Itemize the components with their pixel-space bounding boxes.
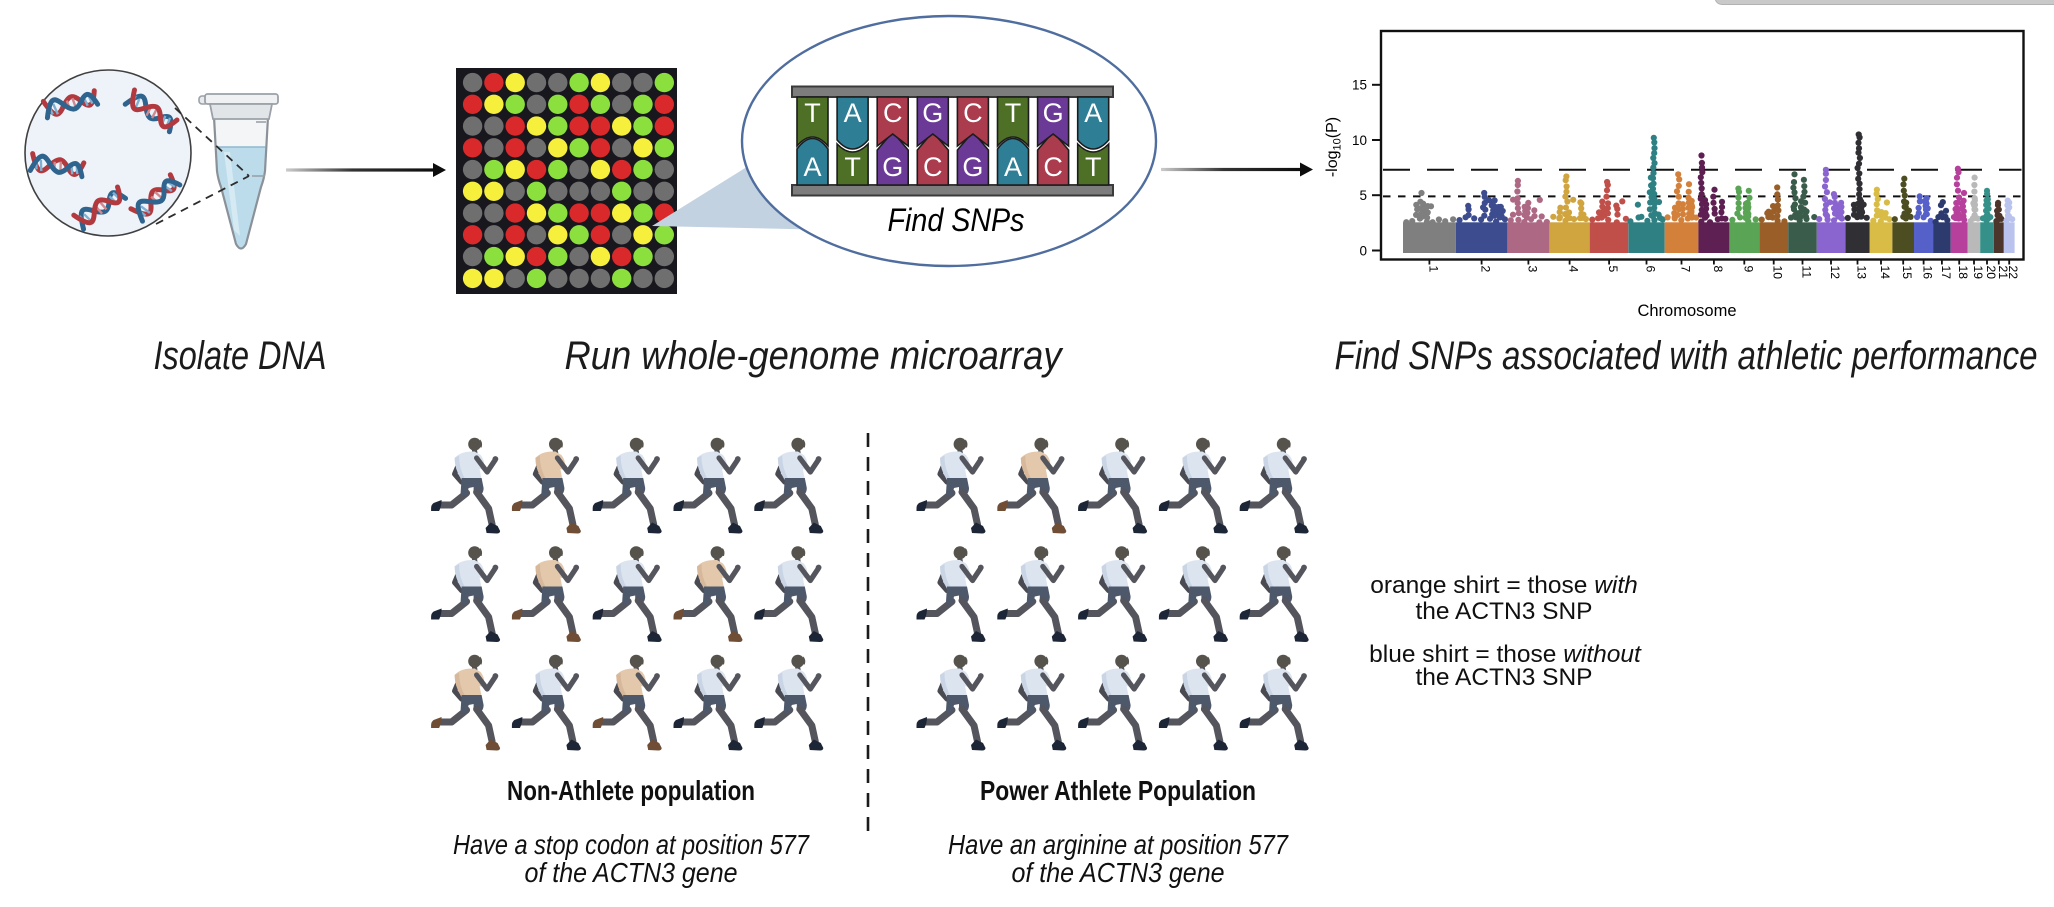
svg-text:A: A xyxy=(803,152,821,182)
svg-text:A: A xyxy=(1004,152,1022,182)
svg-text:T: T xyxy=(1005,98,1022,128)
svg-text:Chromosome: Chromosome xyxy=(1637,302,1736,320)
svg-text:Find SNPs: Find SNPs xyxy=(888,202,1025,238)
svg-text:3: 3 xyxy=(1525,266,1539,273)
svg-text:6: 6 xyxy=(1644,266,1658,273)
svg-text:Run whole-genome microarray: Run whole-genome microarray xyxy=(565,334,1065,378)
svg-text:the ACTN3 SNP: the ACTN3 SNP xyxy=(1415,664,1592,691)
svg-text:of the ACTN3 gene: of the ACTN3 gene xyxy=(1012,857,1225,888)
svg-text:16: 16 xyxy=(1921,266,1935,280)
svg-text:21: 21 xyxy=(1996,266,2010,280)
svg-text:C: C xyxy=(883,98,903,128)
svg-text:9: 9 xyxy=(1741,266,1755,273)
svg-text:1: 1 xyxy=(1426,266,1440,273)
svg-text:A: A xyxy=(844,98,862,128)
svg-text:Find SNPs associated with athl: Find SNPs associated with athletic perfo… xyxy=(1335,334,2038,378)
svg-text:Power Athlete Population: Power Athlete Population xyxy=(980,775,1256,806)
svg-text:7: 7 xyxy=(1679,266,1693,273)
svg-text:C: C xyxy=(1043,152,1063,182)
svg-text:Non-Athlete population: Non-Athlete population xyxy=(507,775,755,806)
svg-text:15: 15 xyxy=(1352,78,1367,93)
svg-text:the ACTN3 SNP: the ACTN3 SNP xyxy=(1415,598,1592,625)
svg-text:C: C xyxy=(923,152,943,182)
svg-text:4: 4 xyxy=(1567,266,1581,273)
svg-text:20: 20 xyxy=(1984,266,1998,280)
svg-text:5: 5 xyxy=(1606,266,1620,273)
svg-text:blue shirt = those without: blue shirt = those without xyxy=(1369,641,1642,668)
svg-text:10: 10 xyxy=(1771,266,1785,280)
svg-text:T: T xyxy=(844,152,861,182)
svg-text:T: T xyxy=(804,98,821,128)
svg-text:A: A xyxy=(1084,98,1102,128)
svg-text:18: 18 xyxy=(1956,266,1970,280)
svg-text:22: 22 xyxy=(2006,266,2020,280)
svg-text:17: 17 xyxy=(1939,266,1953,280)
svg-text:10: 10 xyxy=(1352,133,1367,148)
svg-text:G: G xyxy=(922,98,943,128)
svg-text:19: 19 xyxy=(1971,266,1985,280)
svg-text:-log10(P): -log10(P) xyxy=(1324,117,1344,177)
svg-text:2: 2 xyxy=(1479,266,1493,273)
svg-text:14: 14 xyxy=(1878,266,1892,280)
svg-text:Have a stop codon at position: Have a stop codon at position 577 xyxy=(453,829,810,860)
svg-text:11: 11 xyxy=(1800,266,1814,279)
svg-text:13: 13 xyxy=(1855,266,1869,280)
svg-text:Have an arginine at position 5: Have an arginine at position 577 xyxy=(948,829,1289,860)
svg-text:Isolate DNA: Isolate DNA xyxy=(154,334,327,378)
svg-text:of the ACTN3 gene: of the ACTN3 gene xyxy=(525,857,738,888)
svg-text:G: G xyxy=(882,152,903,182)
svg-text:0: 0 xyxy=(1359,243,1367,258)
svg-text:8: 8 xyxy=(1711,266,1725,273)
svg-text:G: G xyxy=(962,152,983,182)
svg-text:C: C xyxy=(963,98,983,128)
svg-text:15: 15 xyxy=(1900,266,1914,280)
svg-text:G: G xyxy=(1043,98,1064,128)
svg-text:5: 5 xyxy=(1359,188,1367,203)
svg-text:T: T xyxy=(1085,152,1102,182)
svg-text:orange shirt = those with: orange shirt = those with xyxy=(1370,572,1638,599)
svg-text:12: 12 xyxy=(1828,266,1842,280)
